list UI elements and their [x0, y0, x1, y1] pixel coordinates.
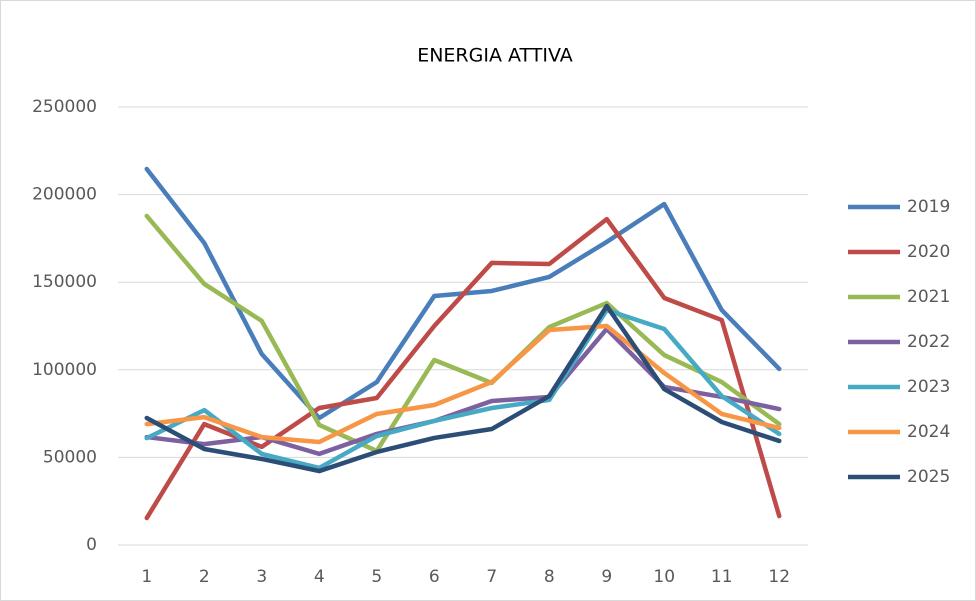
legend-label: 2021 [907, 287, 950, 307]
x-tick-label: 2 [199, 567, 210, 587]
x-tick-label: 4 [314, 567, 325, 587]
y-tick-label: 0 [86, 535, 97, 555]
y-tick-label: 200000 [32, 185, 97, 205]
chart-title: ENERGIA ATTIVA [417, 45, 573, 67]
series-line [144, 213, 782, 454]
legend-label: 2020 [907, 242, 950, 262]
x-tick-label: 5 [371, 567, 382, 587]
series-line [144, 326, 782, 457]
x-tick-label: 7 [486, 567, 497, 587]
legend-label: 2022 [907, 332, 950, 352]
legend-label: 2023 [907, 377, 950, 397]
legend-label: 2019 [907, 197, 950, 217]
x-tick-label: 11 [711, 567, 733, 587]
y-tick-label: 100000 [32, 360, 97, 380]
y-tick-label: 150000 [32, 272, 97, 292]
x-tick-label: 9 [601, 567, 612, 587]
x-tick-label: 3 [256, 567, 267, 587]
series-line [144, 307, 782, 471]
legend-label: 2025 [907, 467, 950, 487]
x-tick-label: 1 [141, 567, 152, 587]
series-line [144, 216, 782, 521]
series-line [144, 323, 782, 445]
x-tick-label: 8 [544, 567, 555, 587]
x-tick-label: 6 [429, 567, 440, 587]
series-line [144, 303, 782, 474]
x-tick-label: 10 [653, 567, 675, 587]
y-tick-label: 250000 [32, 97, 97, 117]
legend-label: 2024 [907, 422, 950, 442]
x-tick-label: 12 [768, 567, 790, 587]
y-tick-label: 50000 [43, 447, 97, 467]
